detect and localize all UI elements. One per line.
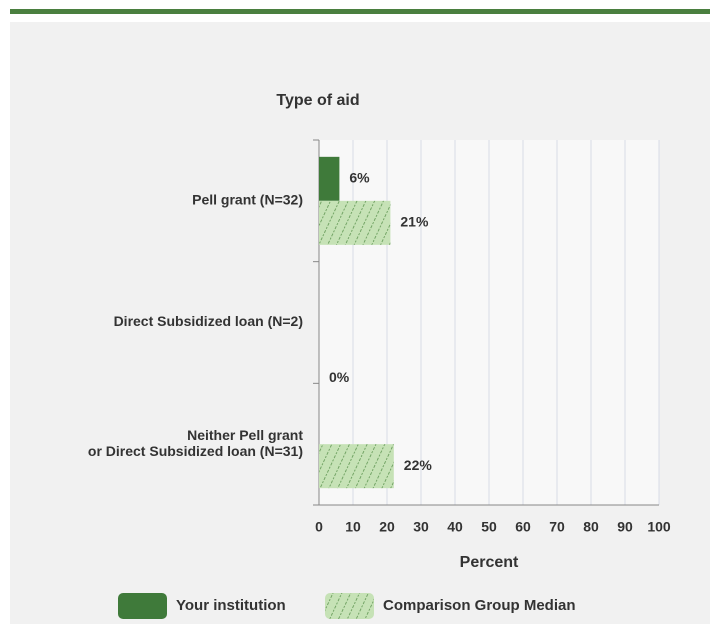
legend-label: Comparison Group Median (383, 597, 576, 614)
x-tick-label: 80 (583, 519, 599, 535)
x-tick-label: 90 (617, 519, 633, 535)
legend-swatch (325, 593, 374, 619)
legend-label: Your institution (176, 597, 286, 614)
x-tick-label: 40 (447, 519, 463, 535)
data-label: 22% (404, 457, 433, 473)
x-tick-label: 30 (413, 519, 429, 535)
bar (319, 200, 391, 245)
x-tick-label: 20 (379, 519, 395, 535)
bar (319, 444, 394, 489)
legend-swatch (118, 593, 167, 619)
y-tick-label: Pell grant (N=32) (192, 192, 303, 208)
x-tick-label: 10 (345, 519, 361, 535)
data-label: 0% (329, 369, 350, 385)
top-bar (10, 9, 710, 14)
chart-title: Type of aid (276, 92, 359, 109)
data-label: 6% (349, 170, 370, 186)
x-tick-label: 70 (549, 519, 565, 535)
x-tick-label: 60 (515, 519, 531, 535)
data-label: 21% (400, 214, 429, 230)
x-axis-label: Percent (460, 554, 519, 571)
bar (319, 156, 340, 201)
x-tick-label: 50 (481, 519, 497, 535)
x-tick-label: 0 (315, 519, 323, 535)
y-tick-label: Direct Subsidized loan (N=2) (114, 313, 303, 329)
y-tick-label: Neither Pell grant or Direct Subsidized l… (88, 427, 303, 459)
x-tick-label: 100 (647, 519, 671, 535)
